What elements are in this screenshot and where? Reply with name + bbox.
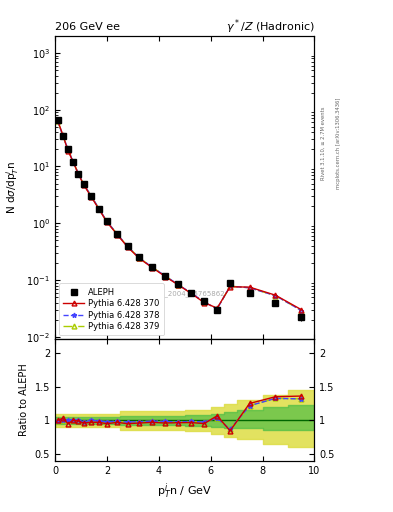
Text: 206 GeV ee: 206 GeV ee [55, 23, 120, 32]
Y-axis label: Ratio to ALEPH: Ratio to ALEPH [19, 364, 29, 436]
Legend: ALEPH, Pythia 6.428 370, Pythia 6.428 378, Pythia 6.428 379: ALEPH, Pythia 6.428 370, Pythia 6.428 37… [59, 283, 164, 335]
Text: ALEPH_2004_S5765862: ALEPH_2004_S5765862 [143, 290, 226, 297]
X-axis label: p$_T^i$n / GeV: p$_T^i$n / GeV [157, 481, 212, 501]
Text: Rivet 3.1.10, ≥ 2.7M events: Rivet 3.1.10, ≥ 2.7M events [320, 106, 325, 180]
Text: $\gamma^*/Z$ (Hadronic): $\gamma^*/Z$ (Hadronic) [226, 17, 314, 36]
Y-axis label: N d$\sigma$/dp$_T^i$n: N d$\sigma$/dp$_T^i$n [4, 161, 21, 215]
Text: mcplots.cern.ch [arXiv:1306.3436]: mcplots.cern.ch [arXiv:1306.3436] [336, 98, 341, 189]
